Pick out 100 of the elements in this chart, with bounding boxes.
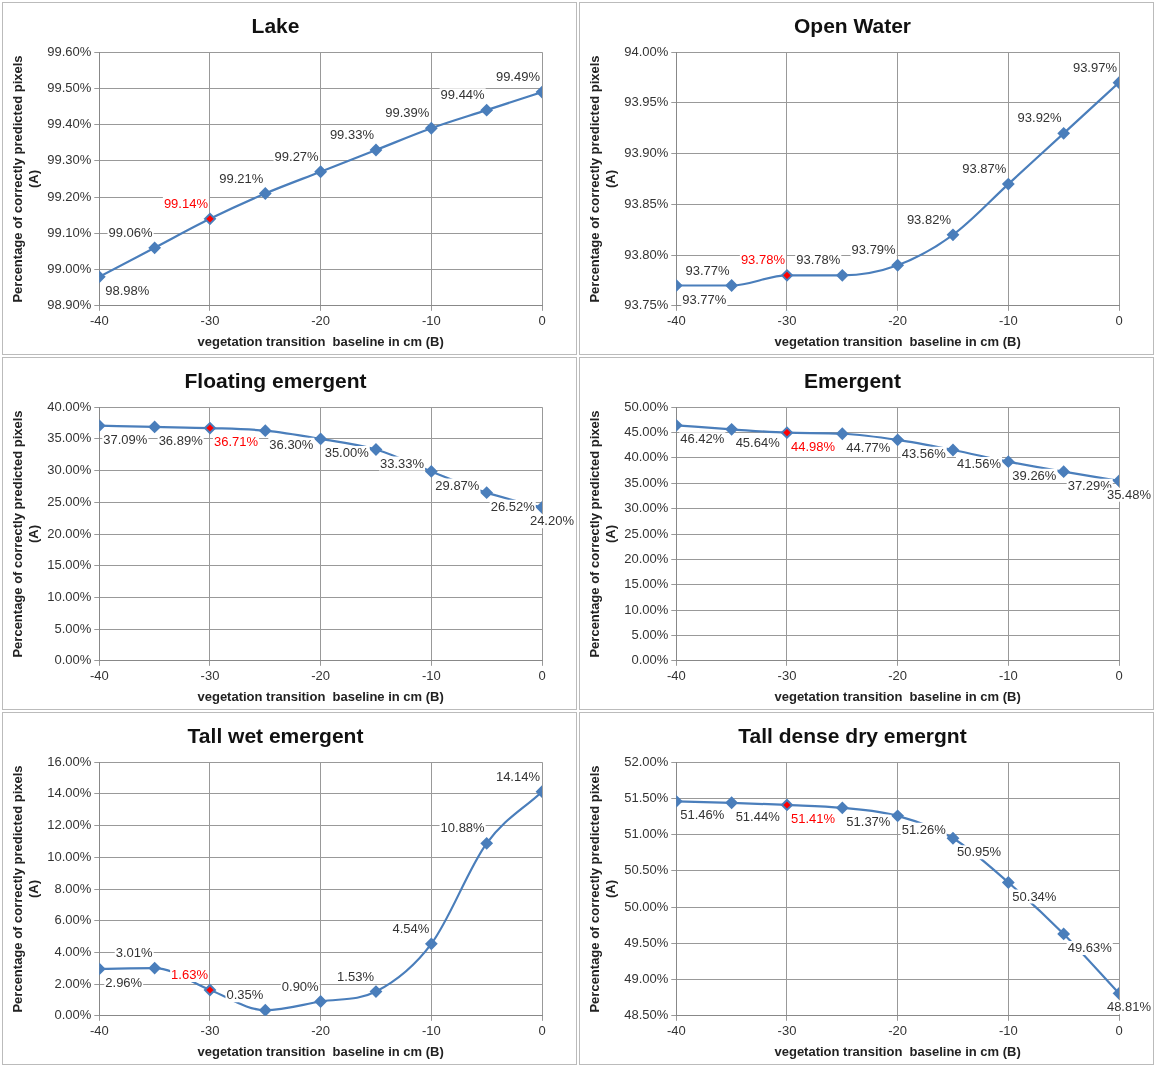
point xyxy=(425,937,438,950)
x-axis-title: vegetation transition baseline in cm (B) xyxy=(197,333,444,349)
y-tick-label: 10.00% xyxy=(47,848,92,864)
x-tick-label: -30 xyxy=(777,668,797,684)
point xyxy=(1002,178,1015,191)
x-tick-label: -20 xyxy=(311,313,331,329)
x-tick-label: -10 xyxy=(421,668,441,684)
y-tick-label: 50.00% xyxy=(624,398,669,414)
data-label: 14.14% xyxy=(495,768,541,784)
data-label: 93.79% xyxy=(851,242,897,258)
point xyxy=(1057,927,1070,940)
point xyxy=(1002,455,1015,468)
x-tick-label: 0 xyxy=(1115,313,1123,329)
data-label: 99.21% xyxy=(219,170,264,186)
data-label: 35.00% xyxy=(324,444,370,460)
y-tick-label: 25.00% xyxy=(624,525,669,541)
data-label: 1.63% xyxy=(171,967,209,983)
y-tick-label: 99.50% xyxy=(47,80,92,96)
data-label: 41.56% xyxy=(956,456,1002,472)
data-label: 39.26% xyxy=(1012,467,1057,483)
x-tick-label: -10 xyxy=(421,1023,441,1039)
y-tick-label: 93.80% xyxy=(624,246,669,262)
point xyxy=(314,432,327,445)
x-tick-label: -20 xyxy=(311,1023,331,1039)
y-tick-label: 51.50% xyxy=(624,790,669,806)
y-axis-title: Percentage of correctly predicted pixels (A) xyxy=(10,765,41,1013)
x-tick-label: -10 xyxy=(421,313,441,329)
x-tick-label: -20 xyxy=(311,668,331,684)
y-tick-label: 30.00% xyxy=(624,500,669,516)
y-tick-label: 6.00% xyxy=(54,912,92,928)
point xyxy=(369,443,382,456)
y-tick-label: 5.00% xyxy=(631,627,669,643)
y-tick-label: 0.00% xyxy=(631,652,669,668)
y-tick-label: 49.00% xyxy=(624,971,669,987)
x-tick-label: -40 xyxy=(666,668,686,684)
data-label: 93.92% xyxy=(1017,110,1063,126)
data-label: 36.30% xyxy=(269,436,314,452)
point xyxy=(480,837,493,850)
point xyxy=(259,424,272,437)
point xyxy=(946,832,959,845)
data-label: 44.77% xyxy=(846,439,891,455)
y-axis-title: Percentage of correctly predicted pixels (A) xyxy=(10,410,41,658)
x-axis-title: vegetation transition baseline in cm (B) xyxy=(774,333,1021,349)
chart-title: Emergent xyxy=(804,369,901,393)
x-tick-label: 0 xyxy=(538,313,546,329)
point xyxy=(1057,127,1070,140)
x-axis-title: vegetation transition baseline in cm (B) xyxy=(197,688,444,704)
data-label: 3.01% xyxy=(115,945,154,961)
data-label: 99.44% xyxy=(440,87,486,103)
point xyxy=(946,228,959,241)
point xyxy=(725,796,738,809)
data-label: 93.97% xyxy=(1072,59,1118,75)
x-axis-title: vegetation transition baseline in cm (B) xyxy=(774,1043,1021,1059)
data-label: 0.90% xyxy=(281,978,320,994)
point xyxy=(780,798,793,811)
data-label: 99.39% xyxy=(385,105,430,121)
point xyxy=(148,241,161,254)
x-tick-label: -30 xyxy=(200,668,220,684)
y-tick-label: 45.00% xyxy=(624,424,669,440)
x-tick-label: -30 xyxy=(200,1023,220,1039)
y-tick-label: 8.00% xyxy=(54,880,92,896)
y-tick-label: 94.00% xyxy=(624,43,669,59)
y-tick-label: 15.00% xyxy=(47,557,92,573)
data-label: 26.52% xyxy=(490,498,536,514)
y-tick-label: 5.00% xyxy=(54,620,92,636)
point xyxy=(946,444,959,457)
data-label: 48.81% xyxy=(1106,999,1152,1015)
point xyxy=(314,165,327,178)
data-label: 1.53% xyxy=(337,968,375,984)
y-tick-label: 49.50% xyxy=(624,934,669,950)
y-tick-label: 10.00% xyxy=(624,601,669,617)
y-tick-label: 40.00% xyxy=(47,398,92,414)
x-tick-label: -40 xyxy=(666,1023,686,1039)
y-tick-label: 93.85% xyxy=(624,195,669,211)
y-tick-label: 0.00% xyxy=(54,1007,92,1023)
point xyxy=(480,104,493,117)
point xyxy=(369,985,382,998)
point xyxy=(203,212,216,225)
y-tick-label: 93.90% xyxy=(624,145,669,161)
point xyxy=(725,279,738,292)
x-tick-label: 0 xyxy=(538,1023,546,1039)
data-label: 99.27% xyxy=(274,148,320,164)
x-tick-label: -40 xyxy=(89,1023,109,1039)
point xyxy=(836,801,849,814)
point xyxy=(1002,876,1015,889)
y-tick-label: 99.10% xyxy=(47,224,92,240)
x-tick-label: 0 xyxy=(1115,668,1123,684)
y-tick-label: 2.00% xyxy=(54,975,92,991)
point xyxy=(425,122,438,135)
y-tick-label: 40.00% xyxy=(624,449,669,465)
y-tick-label: 99.60% xyxy=(47,43,92,59)
x-tick-label: -10 xyxy=(998,1023,1018,1039)
data-label: 51.37% xyxy=(846,813,891,829)
point xyxy=(369,144,382,157)
data-label: 33.33% xyxy=(379,455,425,471)
y-tick-label: 20.00% xyxy=(47,525,92,541)
data-label: 29.87% xyxy=(435,477,480,493)
y-tick-label: 35.00% xyxy=(47,430,92,446)
x-tick-label: -20 xyxy=(888,313,908,329)
data-label: 36.89% xyxy=(158,433,204,448)
